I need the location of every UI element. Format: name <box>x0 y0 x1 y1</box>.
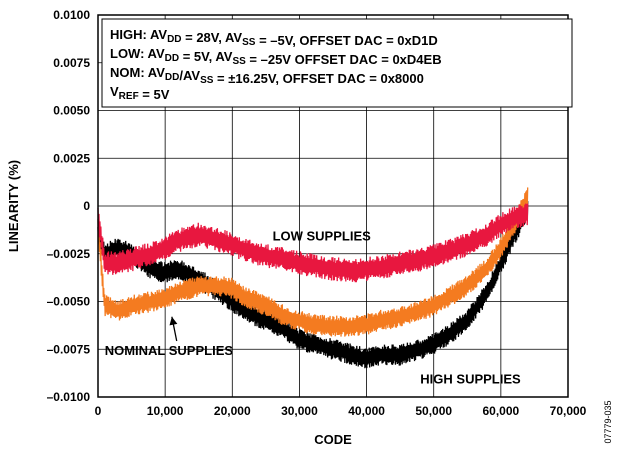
y-axis-ticks: –0.0100 –0.0075 –0.0050 –0.0025 0 0.0025 0.005… <box>47 8 91 404</box>
legend-box: HIGH: AVDD = 28V, AVSS = –5V, OFFSET DAC… <box>102 19 572 107</box>
x-axis-title: CODE <box>314 432 352 447</box>
x-tick-label: 20,000 <box>214 404 251 418</box>
x-tick-label: 40,000 <box>348 404 385 418</box>
x-tick-label: 10,000 <box>147 404 184 418</box>
series-layer <box>98 187 528 368</box>
y-tick-label: –0.0050 <box>47 295 91 309</box>
x-tick-label: 50,000 <box>415 404 452 418</box>
y-tick-label: 0.0025 <box>53 151 90 165</box>
annotation-low-supplies: LOW SUPPLIES <box>273 228 372 243</box>
y-tick-label: 0 <box>83 199 90 213</box>
annotation-arrow-head <box>170 317 178 326</box>
x-tick-label: 60,000 <box>483 404 520 418</box>
figure-id: 07779-035 <box>603 400 613 443</box>
y-tick-label: –0.0100 <box>47 390 91 404</box>
annotation-nominal-supplies: NOMINAL SUPPLIES <box>105 343 234 358</box>
x-tick-label: 30,000 <box>281 404 318 418</box>
x-tick-label: 70,000 <box>550 404 587 418</box>
y-tick-label: –0.0025 <box>47 247 91 261</box>
x-tick-label: 0 <box>95 404 102 418</box>
y-tick-label: 0.0075 <box>53 56 90 70</box>
x-axis-ticks: 0 10,000 20,000 30,000 40,000 50,000 60,000 70,… <box>95 404 587 418</box>
y-tick-label: 0.0100 <box>53 8 90 22</box>
y-tick-label: –0.0075 <box>47 342 91 356</box>
annotation-high-supplies: HIGH SUPPLIES <box>420 372 521 387</box>
y-tick-label: 0.0050 <box>53 104 90 118</box>
y-axis-title: LINEARITY (%) <box>6 160 21 252</box>
